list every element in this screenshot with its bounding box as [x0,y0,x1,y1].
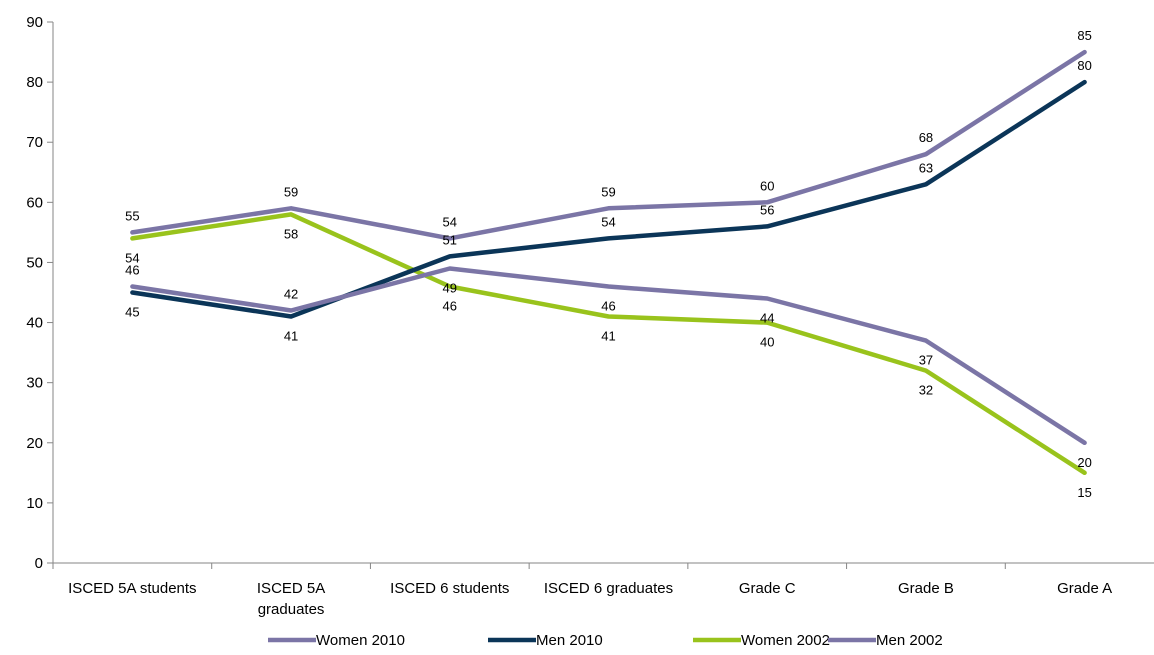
data-label: 54 [601,214,615,229]
x-tick-label-line: Grade C [739,580,796,597]
series-line-men-2002 [130,49,1087,241]
axes: 0 10 20 30 40 50 60 70 80 90 ISCED 5A students ISCE… [26,14,1154,618]
data-label: 37 [919,353,933,368]
data-label: 49 [443,280,457,295]
y-tick-label: 10 [26,495,43,512]
data-label: 80 [1077,58,1091,73]
series-line-women-2010 [130,266,1087,446]
data-label: 15 [1077,485,1091,500]
y-tick-label: 50 [26,254,43,271]
data-label: 32 [919,383,933,398]
data-label: 40 [760,335,774,350]
data-label: 63 [919,160,933,175]
data-label: 58 [284,226,298,241]
data-label: 41 [601,329,615,344]
x-tick-label: ISCED 5A students [68,580,196,597]
x-tick-label: ISCED 5A graduates [257,580,325,618]
data-label: 42 [284,287,298,302]
x-tick-label-line: Grade B [898,580,954,597]
legend-label: Women 2010 [316,632,405,649]
series-line-men-2010 [130,79,1087,319]
x-tick-label: Grade B [898,580,954,597]
data-label: 54 [125,250,139,265]
data-label: 59 [601,184,615,199]
y-tick-label: 70 [26,134,43,151]
x-tick-label: Grade C [739,580,796,597]
x-tick-label-line: ISCED 5A [257,580,325,597]
legend-label: Women 2002 [741,632,830,649]
x-tick-label-line: Grade A [1057,580,1112,597]
data-label: 46 [601,298,615,313]
data-label: 46 [443,298,457,313]
data-label: 41 [284,329,298,344]
x-tick-label-line: ISCED 6 students [390,580,509,597]
data-label: 44 [760,311,774,326]
legend: Women 2010 Men 2010 Women 2002 Men 2002 [268,632,943,649]
data-labels: 4645424149514654445637632080545558594654… [125,28,1092,500]
data-label: 60 [760,178,774,193]
y-tick-label: 30 [26,375,43,392]
x-tick-label: Grade A [1057,580,1112,597]
y-tick-label: 0 [35,555,43,572]
legend-label: Men 2010 [536,632,603,649]
x-tick-label-line: graduates [258,601,325,618]
x-tick-label: ISCED 6 students [390,580,509,597]
data-label: 55 [125,208,139,223]
data-label: 68 [919,130,933,145]
x-tick-label-line: ISCED 5A students [68,580,196,597]
y-tick-label: 60 [26,194,43,211]
x-tick-label-line: ISCED 6 graduates [544,580,673,597]
data-label: 46 [125,262,139,277]
data-label: 59 [284,184,298,199]
y-tick-label: 40 [26,315,43,332]
y-tick-label: 20 [26,435,43,452]
x-tick-label: ISCED 6 graduates [544,580,673,597]
series-line-women-2002 [130,212,1087,476]
data-label: 85 [1077,28,1091,43]
series-lines [130,49,1087,476]
y-tick-label: 90 [26,14,43,31]
data-label: 56 [760,202,774,217]
data-label: 54 [443,214,457,229]
data-label: 20 [1077,455,1091,470]
legend-label: Men 2002 [876,632,943,649]
data-label: 51 [443,232,457,247]
y-tick-label: 80 [26,74,43,91]
data-label: 45 [125,305,139,320]
